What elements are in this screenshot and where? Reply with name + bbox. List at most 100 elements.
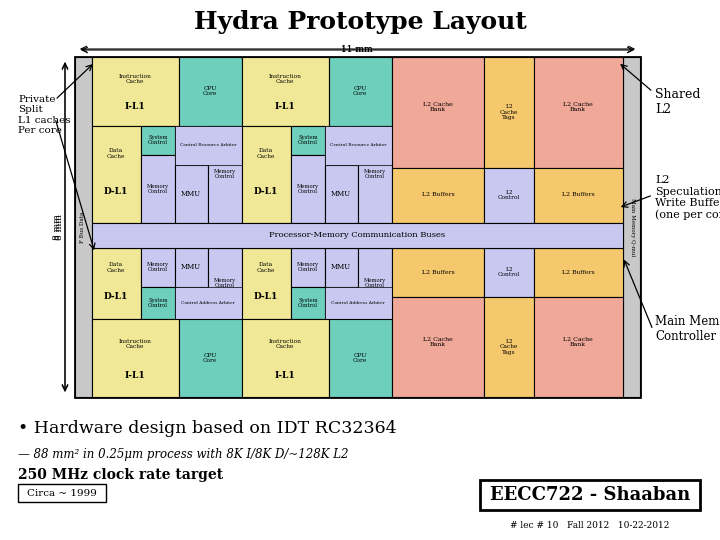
Bar xyxy=(242,319,329,397)
Text: I-L1: I-L1 xyxy=(125,102,145,111)
Bar xyxy=(534,297,623,397)
Bar xyxy=(141,248,175,287)
Bar xyxy=(141,126,175,155)
Text: I-L1: I-L1 xyxy=(125,370,145,380)
Bar xyxy=(75,57,640,397)
Text: Main Memory
Controller: Main Memory Controller xyxy=(655,315,720,343)
Text: L2 Buffers: L2 Buffers xyxy=(562,192,595,198)
Text: Memory
Control: Memory Control xyxy=(364,278,386,288)
Text: L2 Buffers: L2 Buffers xyxy=(422,269,454,274)
Bar xyxy=(242,248,291,319)
Text: Shared
L2: Shared L2 xyxy=(655,88,701,116)
Text: 8 mm: 8 mm xyxy=(53,214,63,240)
Text: L2
Cache
Tags: L2 Cache Tags xyxy=(500,104,518,120)
Text: 11 mm: 11 mm xyxy=(341,45,373,55)
Bar xyxy=(208,126,242,223)
Text: System
Control: System Control xyxy=(298,134,318,145)
Bar xyxy=(484,248,534,297)
Text: Instruction
Cache: Instruction Cache xyxy=(269,73,302,84)
Bar xyxy=(325,287,392,319)
Text: Instruction
Cache: Instruction Cache xyxy=(269,339,302,349)
Bar xyxy=(484,57,534,168)
Text: EECC722 - Shaaban: EECC722 - Shaaban xyxy=(490,486,690,504)
Bar xyxy=(325,165,358,223)
Text: L2 Cache
Bank: L2 Cache Bank xyxy=(423,336,453,347)
Text: System
Control: System Control xyxy=(298,298,318,308)
Bar xyxy=(484,297,534,397)
Bar xyxy=(480,480,700,510)
Bar xyxy=(18,484,106,502)
Text: — 88 mm² in 0.25μm process with 8K I/8K D/~128K L2: — 88 mm² in 0.25μm process with 8K I/8K … xyxy=(18,448,348,461)
Text: 11 mm: 11 mm xyxy=(341,44,373,53)
Bar xyxy=(358,126,392,223)
Text: D-L1: D-L1 xyxy=(254,187,278,197)
Text: Memory
Control: Memory Control xyxy=(297,184,319,194)
Text: Main Memory Q-mul: Main Memory Q-mul xyxy=(629,198,634,256)
Bar xyxy=(242,57,329,126)
Bar xyxy=(92,319,179,397)
Text: CPU
Core: CPU Core xyxy=(353,86,367,97)
Text: System
Control: System Control xyxy=(148,298,168,308)
Bar xyxy=(141,155,175,223)
Bar xyxy=(92,223,623,248)
Text: CPU
Core: CPU Core xyxy=(203,86,217,97)
Bar xyxy=(208,248,242,319)
Text: D-L1: D-L1 xyxy=(104,292,128,301)
Text: Memory
Control: Memory Control xyxy=(147,184,169,194)
Bar xyxy=(141,287,175,319)
Bar xyxy=(392,297,484,397)
Text: MMU: MMU xyxy=(331,190,351,198)
Text: L2 Cache
Bank: L2 Cache Bank xyxy=(563,102,593,112)
Bar xyxy=(358,248,392,319)
Text: CPU
Core: CPU Core xyxy=(203,353,217,363)
Text: Central Resource Arbiter: Central Resource Arbiter xyxy=(180,143,236,147)
Text: Data
Cache: Data Cache xyxy=(257,262,275,273)
Bar xyxy=(534,168,623,223)
Bar xyxy=(534,248,623,297)
Text: System
Control: System Control xyxy=(148,134,168,145)
Text: Memory
Control: Memory Control xyxy=(297,261,319,272)
Text: D-L1: D-L1 xyxy=(104,187,128,197)
Bar xyxy=(329,57,392,126)
Bar xyxy=(325,126,392,165)
Bar xyxy=(291,155,325,223)
Bar xyxy=(179,319,242,397)
Text: Data
Cache: Data Cache xyxy=(257,148,275,159)
Text: 8 mm: 8 mm xyxy=(55,214,63,240)
Text: L2 Cache
Bank: L2 Cache Bank xyxy=(423,102,453,112)
Text: Instruction
Cache: Instruction Cache xyxy=(119,339,151,349)
Text: L2
Control: L2 Control xyxy=(498,190,520,200)
Text: Control Address Arbiter: Control Address Arbiter xyxy=(181,301,235,305)
Bar xyxy=(75,57,92,397)
Text: L2 Cache
Bank: L2 Cache Bank xyxy=(563,336,593,347)
Text: Instruction
Cache: Instruction Cache xyxy=(119,73,151,84)
Text: Processor-Memory Communication Buses: Processor-Memory Communication Buses xyxy=(269,231,445,239)
Text: MMU: MMU xyxy=(181,190,201,198)
Text: Data
Cache: Data Cache xyxy=(107,148,125,159)
Bar xyxy=(179,57,242,126)
Bar xyxy=(92,248,141,319)
Text: L2 Buffers: L2 Buffers xyxy=(422,192,454,198)
Bar xyxy=(291,248,325,287)
Text: Memory
Control: Memory Control xyxy=(214,168,236,179)
Bar xyxy=(329,319,392,397)
Text: Central Resource Arbiter: Central Resource Arbiter xyxy=(330,143,386,147)
Text: D-L1: D-L1 xyxy=(254,292,278,301)
Text: CPU
Core: CPU Core xyxy=(353,353,367,363)
Text: L2
Control: L2 Control xyxy=(498,267,520,278)
Text: Hydra Prototype Layout: Hydra Prototype Layout xyxy=(194,10,526,34)
Bar xyxy=(175,248,208,287)
Text: # lec # 10   Fall 2012   10-22-2012: # lec # 10 Fall 2012 10-22-2012 xyxy=(510,522,670,530)
Bar xyxy=(175,287,242,319)
Text: Private
Split
L1 caches
Per core: Private Split L1 caches Per core xyxy=(18,95,71,135)
Text: L2 Buffers: L2 Buffers xyxy=(562,269,595,274)
Text: L2
Cache
Tags: L2 Cache Tags xyxy=(500,339,518,355)
Text: 250 MHz clock rate target: 250 MHz clock rate target xyxy=(18,468,223,482)
Bar xyxy=(623,57,640,397)
Bar xyxy=(325,248,358,287)
Bar xyxy=(175,165,208,223)
Text: Control Address Arbiter: Control Address Arbiter xyxy=(331,301,385,305)
Bar xyxy=(291,126,325,155)
Text: Data
Cache: Data Cache xyxy=(107,262,125,273)
Bar xyxy=(392,248,484,297)
